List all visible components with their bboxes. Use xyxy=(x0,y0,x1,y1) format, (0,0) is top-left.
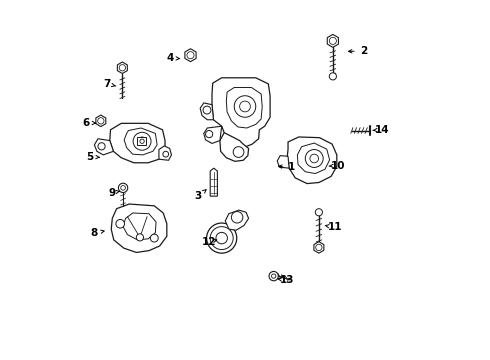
Polygon shape xyxy=(220,133,248,161)
Circle shape xyxy=(203,106,211,114)
Circle shape xyxy=(119,183,128,193)
Text: 3: 3 xyxy=(195,191,202,201)
Circle shape xyxy=(116,220,124,228)
Circle shape xyxy=(187,51,194,59)
Polygon shape xyxy=(159,146,171,160)
Circle shape xyxy=(329,73,337,80)
Circle shape xyxy=(316,244,322,251)
Circle shape xyxy=(240,101,250,112)
Circle shape xyxy=(207,223,237,253)
Circle shape xyxy=(136,234,144,241)
Circle shape xyxy=(234,96,256,117)
Polygon shape xyxy=(124,128,157,155)
Circle shape xyxy=(329,37,337,44)
Text: 4: 4 xyxy=(166,53,173,63)
Text: 8: 8 xyxy=(91,228,98,238)
Polygon shape xyxy=(110,123,165,163)
Polygon shape xyxy=(297,143,330,174)
Polygon shape xyxy=(225,210,248,230)
Circle shape xyxy=(210,226,233,249)
Circle shape xyxy=(121,185,125,190)
Circle shape xyxy=(271,274,276,278)
Polygon shape xyxy=(118,62,127,73)
Polygon shape xyxy=(185,49,196,62)
Text: 11: 11 xyxy=(327,222,342,232)
Circle shape xyxy=(233,147,244,157)
Circle shape xyxy=(231,212,243,223)
Polygon shape xyxy=(137,137,147,145)
Text: 7: 7 xyxy=(103,79,111,89)
Text: 5: 5 xyxy=(86,152,94,162)
Circle shape xyxy=(98,118,104,124)
Text: 9: 9 xyxy=(109,188,116,198)
Text: 13: 13 xyxy=(280,275,294,285)
Polygon shape xyxy=(226,87,262,128)
Circle shape xyxy=(119,64,125,71)
Circle shape xyxy=(305,149,323,167)
Circle shape xyxy=(205,131,213,138)
Polygon shape xyxy=(212,78,270,148)
Polygon shape xyxy=(200,103,214,120)
Polygon shape xyxy=(210,168,218,196)
Circle shape xyxy=(163,151,169,157)
Polygon shape xyxy=(123,213,156,240)
Circle shape xyxy=(138,137,147,145)
Text: 2: 2 xyxy=(360,46,367,56)
Text: 10: 10 xyxy=(331,161,345,171)
Polygon shape xyxy=(287,137,337,184)
Polygon shape xyxy=(95,139,113,155)
Polygon shape xyxy=(111,204,167,252)
Text: 1: 1 xyxy=(288,162,295,172)
Circle shape xyxy=(140,139,144,143)
Polygon shape xyxy=(204,126,221,143)
Circle shape xyxy=(98,143,105,150)
Polygon shape xyxy=(327,35,339,47)
Polygon shape xyxy=(277,156,289,168)
Text: 12: 12 xyxy=(202,237,217,247)
Circle shape xyxy=(315,209,322,216)
Circle shape xyxy=(269,271,278,281)
Circle shape xyxy=(133,132,151,150)
Text: 6: 6 xyxy=(83,118,90,128)
Circle shape xyxy=(310,154,318,163)
Polygon shape xyxy=(314,242,324,253)
Circle shape xyxy=(150,234,158,242)
Polygon shape xyxy=(96,115,106,127)
Circle shape xyxy=(216,232,227,244)
Text: 14: 14 xyxy=(375,125,389,135)
